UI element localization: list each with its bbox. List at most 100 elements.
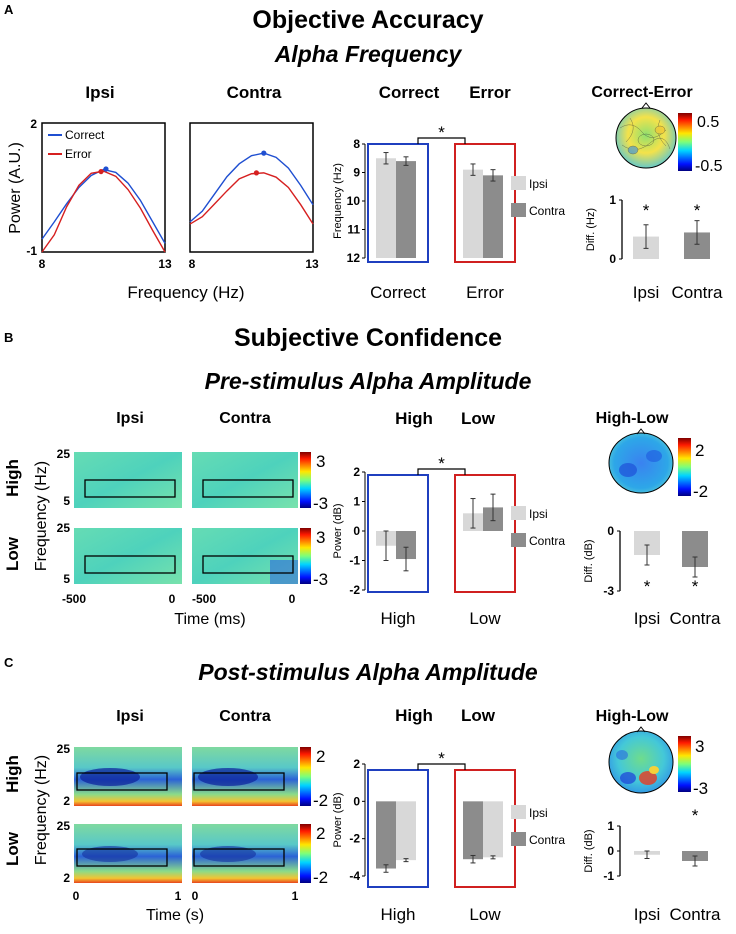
bars-b-header-high: High (395, 409, 433, 428)
tf-b-xtick-1: -500 (62, 592, 86, 606)
diff-bar-chart-a: 1 0 Diff. (Hz) * Ipsi * Contra (585, 193, 723, 302)
tf-map-b-low-contra (192, 528, 298, 584)
tf-c-xlabel: Time (s) (146, 907, 204, 924)
significance-star: * (643, 201, 650, 220)
bar-correct-ipsi (376, 158, 396, 258)
tf-map-c-high-contra (192, 747, 298, 806)
spectra-xlabel: Frequency (Hz) (127, 283, 244, 302)
topomap-b (608, 428, 674, 494)
tf-c-xtick-2: 1 (175, 889, 182, 903)
bar-low-contra (463, 801, 483, 860)
condition-box-correct (367, 143, 429, 263)
tf-b-xtick-3: -500 (192, 592, 216, 606)
tf-b-cbar-max-low: 3 (316, 528, 325, 547)
tf-map-b-high-ipsi (74, 452, 182, 508)
condition-box-high (367, 474, 429, 593)
y-tick-label: -2 (349, 832, 360, 846)
condition-box-low (454, 769, 516, 888)
legend-swatch-contra (511, 203, 526, 217)
tf-map-c-low-contra (192, 824, 298, 883)
tf-map-c-low-ipsi (74, 824, 182, 883)
bars-a-header-correct: Correct (379, 83, 440, 102)
legend-swatch-ipsi (511, 805, 526, 819)
colorbar-a-max: 0.5 (697, 114, 719, 131)
topomap-c (608, 726, 674, 794)
diff-bar-chart-c: 1 0 -1 Diff. (dB) Ipsi * Contra (583, 806, 721, 924)
tf-c-cbar-max-low: 2 (316, 824, 325, 843)
legend-swatch-ipsi (511, 176, 526, 190)
tf-c-cbar-min-low: -2 (313, 868, 328, 887)
tf-map-b-low-ipsi (74, 528, 182, 584)
tf-c-cbar-max-high: 2 (316, 747, 325, 766)
y-tick-label: 1 (607, 819, 614, 833)
legend-correct-label: Correct (65, 128, 105, 142)
spectra-ytick-bottom: -1 (26, 244, 37, 258)
bars-c-header-low: Low (461, 706, 496, 725)
bars-c-header-high: High (395, 706, 433, 725)
significance-star: * (438, 749, 445, 768)
spectrum-line-error (189, 172, 314, 225)
tf-b-ytick-5-high: 5 (63, 494, 70, 508)
y-tick-label: 1 (353, 495, 360, 509)
tf-c-ytick-2-high: 2 (63, 794, 70, 808)
tf-b-colorbar-low (300, 528, 311, 584)
tf-b-xtick-2: 0 (169, 592, 176, 606)
significance-star: * (694, 201, 701, 220)
significance-star: * (438, 454, 445, 473)
legend-error-label: Error (65, 147, 92, 161)
legend-label-ipsi: Ipsi (529, 177, 548, 191)
section-a-title: Objective Accuracy (252, 6, 483, 34)
section-c-subtitle: Post-stimulus Alpha Amplitude (198, 659, 538, 685)
y-tick-label: 0 (607, 844, 614, 858)
category-label-ipsi: Ipsi (634, 609, 660, 628)
tf-c-col-contra: Contra (219, 708, 271, 725)
y-tick-label: 0 (607, 524, 614, 538)
colorbar-b-max: 2 (695, 441, 704, 460)
bar-chart-c: 2 0 -2 -4 Power (dB) High Low * Ipsi Contra (332, 749, 565, 924)
tf-c-colorbar-high (300, 747, 311, 806)
section-a-letter: A (4, 2, 14, 17)
significance-star: * (438, 123, 445, 142)
y-tick-label: -4 (349, 869, 360, 883)
category-label-contra: Contra (669, 609, 721, 628)
peak-marker-correct (261, 150, 267, 156)
bar-high-ipsi (396, 801, 416, 861)
tf-b-cbar-max-high: 3 (316, 452, 325, 471)
tf-b-colorbar-high (300, 452, 311, 508)
category-label-high: High (381, 609, 416, 628)
y-tick-label: 8 (353, 137, 360, 151)
category-label-low: Low (469, 609, 501, 628)
diff-a-title: Correct-Error (591, 84, 692, 101)
diff-b-title: High-Low (596, 410, 669, 427)
y-tick-label: -1 (349, 554, 360, 568)
y-axis-label: Power (dB) (332, 792, 344, 847)
peak-marker-error (98, 168, 104, 175)
legend-swatch-contra (511, 832, 526, 846)
tf-c-ylabel: Frequency (Hz) (33, 755, 50, 865)
y-tick-label: 0 (353, 794, 360, 808)
diff-c-title: High-Low (596, 708, 669, 725)
significance-star: * (692, 577, 699, 596)
tf-c-xtick-3: 0 (192, 889, 199, 903)
significance-bracket (417, 137, 466, 144)
spectra-xtick-8-contra: 8 (189, 257, 196, 271)
tf-b-col-contra: Contra (219, 410, 271, 427)
y-axis-label: Diff. (Hz) (585, 208, 597, 251)
y-tick-label: 12 (347, 251, 361, 265)
y-tick-label: -2 (349, 583, 360, 597)
section-b-subtitle: Pre-stimulus Alpha Amplitude (205, 368, 532, 394)
colorbar-c-max: 3 (695, 737, 704, 756)
bar-high-contra (376, 801, 396, 869)
category-label-high: High (381, 905, 416, 924)
tf-b-xlabel: Time (ms) (174, 611, 245, 628)
y-axis-label: Power (dB) (332, 503, 344, 558)
tf-b-cbar-min-high: -3 (313, 494, 328, 513)
tf-c-ytick-25-low: 25 (57, 819, 71, 833)
bar-error-ipsi (463, 169, 483, 258)
bar-error-contra (483, 175, 503, 258)
tf-b-col-ipsi: Ipsi (116, 410, 144, 427)
legend-label-contra: Contra (529, 204, 565, 218)
section-c-letter: C (4, 655, 14, 670)
bars-b-header-low: Low (461, 409, 496, 428)
